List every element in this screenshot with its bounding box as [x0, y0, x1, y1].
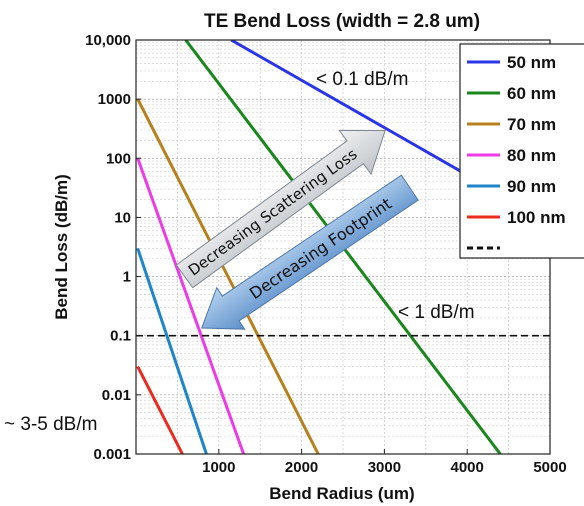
y-axis-label: Bend Loss (dB/m): [52, 174, 71, 319]
legend-label: 60 nm: [507, 84, 556, 103]
y-tick-label: 0.001: [93, 446, 131, 463]
chart-title: TE Bend Loss (width = 2.8 um): [204, 11, 480, 32]
x-axis-label: Bend Radius (um): [269, 484, 414, 503]
y-tick-label: 100: [106, 150, 131, 167]
legend-label: 50 nm: [507, 53, 556, 72]
annotation-lt-0.1: < 0.1 dB/m: [316, 69, 408, 90]
x-tick-label: 3000: [368, 459, 401, 476]
series-line-90-nm: [136, 247, 208, 454]
y-tick-label: 1: [123, 269, 131, 286]
y-tick-label: 0.01: [102, 387, 131, 404]
series-line-70-nm: [136, 98, 320, 454]
series-line-50-nm: [230, 40, 493, 191]
legend-label: 80 nm: [507, 146, 556, 165]
legend: 50 nm 60 nm 70 nm 80 nm 90 nm 100 nm: [459, 43, 584, 259]
y-tick-label: 10: [114, 209, 131, 226]
x-tick-label: 4000: [451, 459, 484, 476]
x-tick-label: 1000: [202, 459, 235, 476]
legend-label: 100 nm: [507, 208, 566, 227]
scatter-loss-arrow-shape: [175, 129, 386, 289]
annotation-3-5: ~ 3-5 dB/m: [4, 414, 97, 435]
y-tick-label: 1000: [98, 91, 131, 108]
legend-label: 90 nm: [507, 177, 556, 196]
series-line-80-nm: [136, 157, 246, 454]
legend-box: [459, 43, 584, 259]
series-line-100-nm: [136, 365, 184, 454]
axis-ticks: 10,000 1000 100 10 1 0.1 0.01 0.001 1000 2000 3000…: [85, 32, 567, 476]
annotation-lt-1: < 1 dB/m: [398, 302, 475, 323]
x-tick-label: 2000: [285, 459, 318, 476]
x-tick-label: 5000: [533, 459, 566, 476]
legend-label: 70 nm: [507, 115, 556, 134]
y-tick-label: 10,000: [85, 32, 131, 49]
y-tick-label: 0.1: [110, 328, 131, 345]
legend-items: 50 nm 60 nm 70 nm 80 nm 90 nm 100 nm: [467, 53, 566, 250]
footprint-arrow-shape: [200, 174, 419, 330]
